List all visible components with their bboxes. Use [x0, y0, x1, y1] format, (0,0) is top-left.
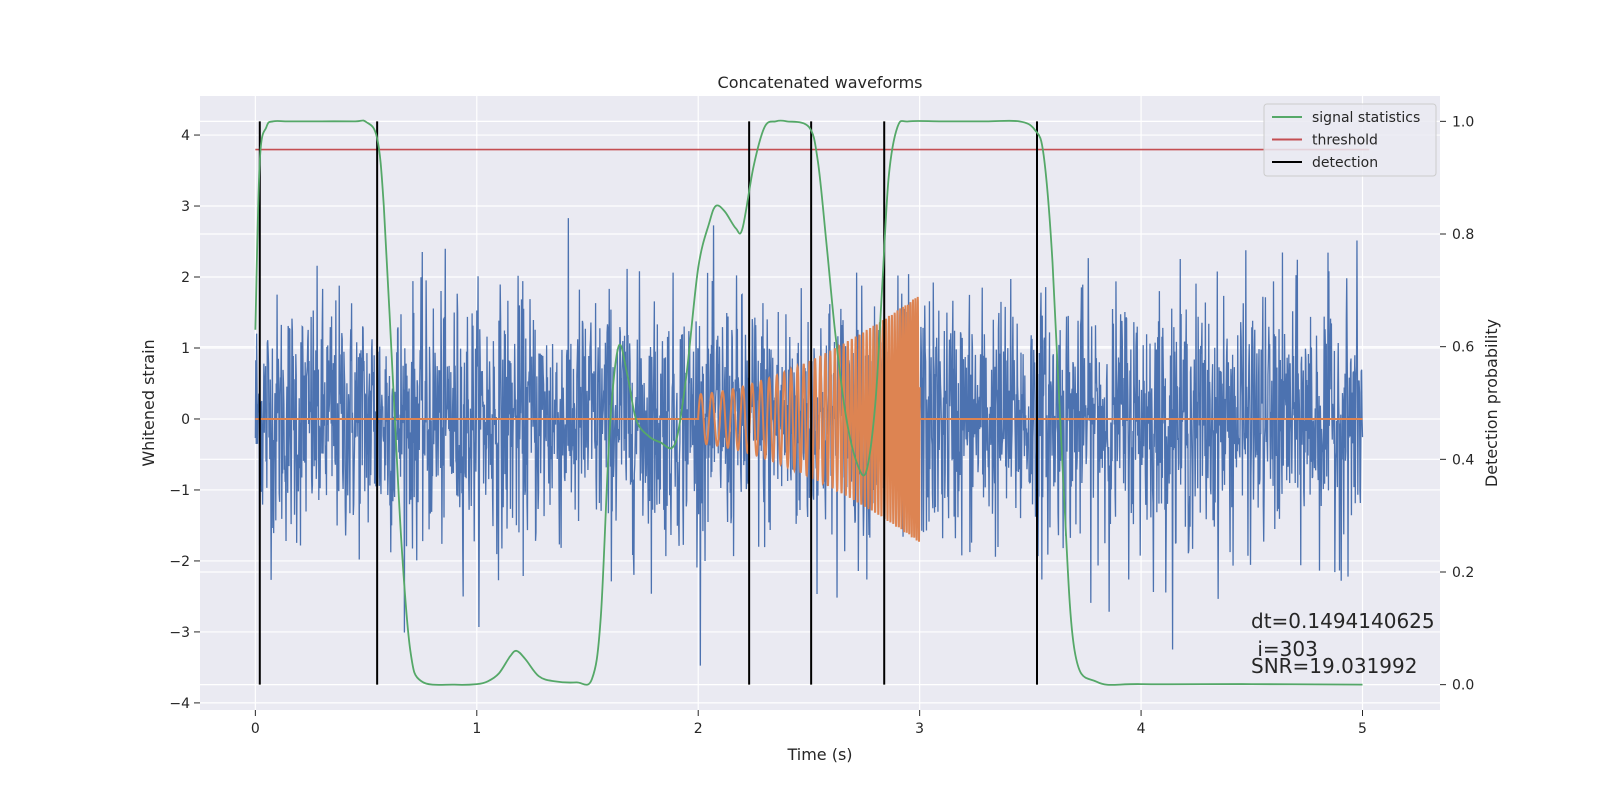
x-tick-label-5: 5: [1358, 721, 1367, 737]
y-tick-label-1: −3: [169, 625, 190, 641]
x-tick-label-1: 1: [472, 721, 481, 737]
y-tick-label-3: −1: [169, 483, 190, 499]
legend-label-1: threshold: [1312, 133, 1378, 149]
x-tick-label-4: 4: [1137, 721, 1146, 737]
y-tick-label-0: −4: [169, 696, 190, 712]
y-tick-label-6: 2: [181, 270, 190, 286]
x-tick-label-0: 0: [251, 721, 260, 737]
y2-axis-label: Detection probability: [1482, 319, 1501, 487]
axis-ticks: 0 1 2 3 4 5 −4 −3 −2 −1 0 1 2 3 4 0.0 0.2 0.4 0.6 0.8 1.0: [169, 114, 1474, 737]
y-axis-label: Whitened strain: [139, 339, 158, 466]
x-tick-label-2: 2: [694, 721, 703, 737]
y2-tick-label-2: 0.4: [1452, 452, 1474, 468]
annotation-dt: dt=0.1494140625: [1251, 609, 1435, 633]
annotation-index: i=303: [1251, 637, 1318, 661]
x-tick-label-3: 3: [915, 721, 924, 737]
annotation-snr: SNR=19.031992: [1251, 654, 1417, 678]
legend-box: [1263, 103, 1437, 177]
y-tick-label-5: 1: [181, 341, 190, 357]
y2-tick-label-5: 1.0: [1452, 114, 1474, 130]
y-tick-label-8: 4: [181, 128, 190, 144]
y-tick-label-2: −2: [169, 554, 190, 570]
template-series: [255, 296, 1363, 542]
x-axis-label: Time (s): [786, 745, 852, 764]
y-tick-label-7: 3: [181, 199, 190, 215]
signal-statistics-line: [254, 119, 1363, 686]
y2-tick-label-3: 0.6: [1452, 340, 1474, 356]
y-tick-label-4: 0: [181, 412, 190, 428]
legend: signal statistics threshold detection: [1263, 103, 1437, 177]
chart-title: Concatenated waveforms: [718, 73, 923, 92]
signal-statistics-series: [254, 119, 1363, 686]
y2-tick-label-0: 0.0: [1452, 678, 1474, 694]
template-line: [255, 296, 1363, 542]
legend-label-0: signal statistics: [1312, 110, 1420, 126]
detection-series: [258, 121, 1038, 685]
y2-tick-label-4: 0.8: [1452, 227, 1474, 243]
legend-label-2: detection: [1312, 155, 1378, 171]
y2-tick-label-1: 0.2: [1452, 565, 1474, 581]
